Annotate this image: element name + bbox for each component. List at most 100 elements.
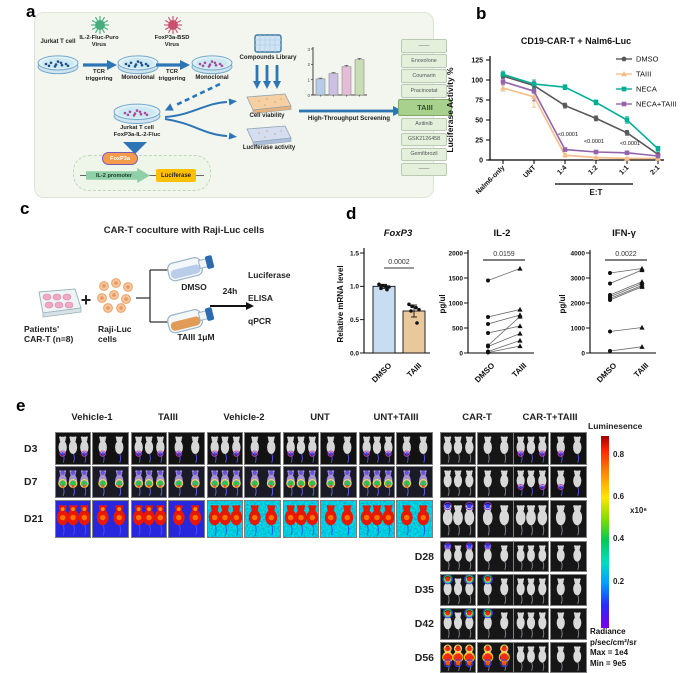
bioluminescence-image <box>359 466 395 498</box>
panel-c-title: CAR-T coculture with Raji-Luc cells <box>103 225 265 236</box>
hts-label: High-Throughput Screening <box>307 115 391 122</box>
bioluminescence-image <box>513 608 549 640</box>
bioluminescence-image <box>168 432 205 465</box>
bioluminescence-image <box>440 500 476 538</box>
bioluminescence-image <box>131 432 167 465</box>
svg-text:Nalm6-only: Nalm6-only <box>475 164 507 196</box>
monoclonal-label: Monoclonal <box>121 75 155 81</box>
readout-luciferase: Luciferase <box>248 270 291 280</box>
split-bracket <box>136 256 176 341</box>
bioluminescence-image <box>131 500 167 538</box>
svg-text:0.0002: 0.0002 <box>388 259 410 266</box>
arrow-down-icon <box>123 141 147 159</box>
bioluminescence-image <box>513 642 549 673</box>
colorbar-title: Luminesence <box>588 421 643 431</box>
il2-paired-plot: 0 500 1000 1500 2000 0.0159 IL-2 pg/ul DMSO TAIII <box>436 220 552 403</box>
mouse-image-cell <box>440 573 514 606</box>
bioluminescence-image <box>168 500 205 538</box>
readout-elisa: ELISA <box>248 293 274 303</box>
virus-icon <box>90 15 110 40</box>
bioluminescence-image <box>55 500 91 538</box>
bioluminescence-image <box>513 500 549 538</box>
svg-text:1000: 1000 <box>571 325 586 332</box>
bioluminescence-image <box>244 466 281 498</box>
reporter-construct-diagram: IL-2 promoter FoxP3a Luciferase <box>73 152 211 191</box>
tcr-triggering-label: TCR triggering <box>85 69 113 82</box>
raji-luc-cells-icon <box>96 278 138 323</box>
day-row-label: D7 <box>24 476 38 488</box>
svg-text:3: 3 <box>307 47 310 52</box>
compound-list-item: Pracinostat <box>401 84 447 98</box>
group-column-header: Vehicle-1 <box>71 412 113 423</box>
taiii-flask-icon <box>166 300 222 341</box>
mouse-image-cell <box>440 466 514 498</box>
svg-text:100: 100 <box>471 78 483 85</box>
cell-viability-plate-icon <box>241 93 293 120</box>
bioluminescence-image <box>477 466 514 498</box>
duration-label: 24h <box>222 286 238 296</box>
group-column-header: CAR-T+TAIII <box>522 412 578 423</box>
bioluminescence-image <box>92 466 129 498</box>
svg-text:TAIII: TAIII <box>405 361 423 379</box>
mouse-image-cell <box>440 432 514 465</box>
svg-text:Luciferase Activity %: Luciferase Activity % <box>445 67 455 153</box>
ifng-paired-plot: 0 1000 2000 3000 4000 0.0022 IFN-γ pg/ul DMSO TAI… <box>556 220 682 403</box>
bioluminescence-image <box>477 500 514 538</box>
readout-qpcr: qPCR <box>248 316 272 326</box>
mouse-image-cell <box>513 432 587 465</box>
svg-text:1000: 1000 <box>449 300 464 307</box>
svg-text:1:1: 1:1 <box>618 164 630 176</box>
group-column-header: UNT+TAIII <box>373 412 419 423</box>
colorbar-multiplier: x10⁶ <box>630 506 648 515</box>
luminescence-colorbar <box>601 436 609 628</box>
bioluminescence-image <box>207 432 243 465</box>
svg-text:2: 2 <box>307 62 310 67</box>
luciferase-box: Luciferase <box>156 169 196 182</box>
bioluminescence-image <box>550 642 587 673</box>
svg-text:E:T: E:T <box>590 188 603 197</box>
bioluminescence-image <box>513 574 549 606</box>
bioluminescence-image <box>440 466 476 498</box>
svg-text:TAIII: TAIII <box>632 361 650 379</box>
group-column-header: TAIII <box>158 412 178 423</box>
day-row-label: D28 <box>414 550 434 563</box>
panel-c-letter: c <box>20 199 30 218</box>
luciferase-plate-icon <box>241 125 293 152</box>
arrow-right-icon <box>156 57 190 75</box>
bioluminescence-image <box>396 432 433 465</box>
panel-b-letter: b <box>476 4 487 23</box>
mouse-image-cell <box>440 541 514 572</box>
luciferase-activity-label: Luciferase activity <box>242 145 296 151</box>
bioluminescence-image <box>477 642 514 673</box>
compounds-library-icon <box>253 33 283 60</box>
bioluminescence-image <box>283 466 319 498</box>
bioluminescence-image <box>320 466 357 498</box>
mouse-image-cell <box>359 432 433 465</box>
compound-list-item: Coumarin <box>401 69 447 83</box>
bioluminescence-image <box>440 642 476 673</box>
svg-text:<0.0001: <0.0001 <box>584 139 604 145</box>
arrow-right-icon <box>83 57 117 75</box>
bioluminescence-image <box>283 432 319 465</box>
petri-dish-icon <box>117 53 159 80</box>
bioluminescence-image <box>550 541 587 572</box>
screening-bar-chart: 0 1 2 3 <box>303 43 369 106</box>
svg-text:1:4: 1:4 <box>556 164 568 176</box>
mouse-image-cell <box>207 432 281 465</box>
dmso-flask-icon <box>166 248 222 289</box>
svg-text:0.0022: 0.0022 <box>615 251 637 258</box>
svg-text:2:1: 2:1 <box>649 164 661 176</box>
colorbar-tick: 0.4 <box>613 534 625 543</box>
bioluminescence-image <box>440 573 476 606</box>
bioluminescence-image <box>244 432 281 465</box>
day-row-label: D21 <box>24 513 44 525</box>
mouse-image-cell <box>513 541 587 572</box>
il2-promoter-arrow: IL-2 promoter <box>86 168 150 183</box>
bioluminescence-image <box>320 432 357 465</box>
svg-text:0: 0 <box>459 350 463 357</box>
group-column-header: CAR-T <box>462 412 492 423</box>
svg-text:TAIII: TAIII <box>510 361 528 379</box>
compound-list-item: Enoxolone <box>401 54 447 68</box>
svg-text:3000: 3000 <box>571 275 586 282</box>
svg-text:1: 1 <box>307 77 310 82</box>
